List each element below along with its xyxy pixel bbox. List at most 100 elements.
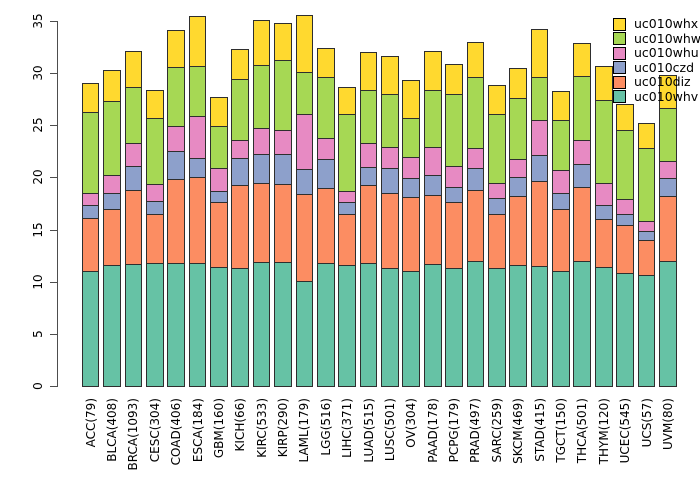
bar-segment-uc010whu: [467, 148, 484, 168]
bar-segment-uc010whv: [660, 261, 676, 386]
bar-segment-uc010czd: [296, 169, 313, 194]
bar-segment-uc010whu: [168, 126, 184, 151]
x-axis-label: COAD(406): [169, 398, 184, 466]
y-axis-tick-label: 0: [31, 382, 45, 390]
bar-segment-uc010diz: [467, 190, 484, 261]
bar-segment-uc010whv: [339, 265, 356, 386]
bar: [573, 43, 592, 387]
bar-segment-uc010whu: [531, 120, 548, 155]
bar-segment-uc010whv: [232, 268, 249, 386]
bar-segment-uc010whv: [595, 267, 612, 386]
bar-segment-uc010whu: [360, 143, 377, 167]
bar-segment-uc010whu: [125, 143, 142, 166]
bar-segment-uc010whv: [317, 263, 334, 386]
bar-segment-uc010whw: [382, 94, 398, 147]
x-axis-label: OV(304): [404, 398, 419, 448]
bar-segment-uc010whw: [617, 130, 633, 199]
bar-segment-uc010whx: [125, 52, 142, 87]
x-axis-label: SKCM(469): [511, 398, 526, 464]
bar-segment-uc010whu: [660, 161, 676, 178]
bar-segment-uc010diz: [403, 197, 420, 271]
bar-segment-uc010whu: [146, 184, 163, 201]
bar-segment-uc010whw: [553, 120, 569, 170]
x-axis-label: STAD(415): [532, 398, 547, 462]
bar: [210, 97, 228, 387]
x-axis-label: GBM(160): [211, 398, 226, 459]
bar-segment-uc010whw: [146, 118, 163, 184]
bar-segment-uc010whw: [168, 67, 184, 126]
y-axis-tick-label: 35: [31, 13, 45, 29]
bar-segment-uc010whu: [211, 168, 227, 191]
bar: [316, 48, 335, 387]
bar-segment-uc010whv: [189, 263, 206, 386]
bar: [659, 75, 677, 387]
bar-segment-uc010whv: [275, 262, 291, 386]
bar-segment-uc010whx: [211, 98, 227, 126]
bar: [167, 30, 185, 387]
legend-swatch: [613, 90, 626, 104]
x-axis-label: LUSC(501): [382, 398, 397, 462]
bar: [552, 91, 570, 387]
bar-segment-uc010whv: [467, 261, 484, 386]
bar-segment-uc010whw: [125, 87, 142, 143]
legend-item: uc010whu: [610, 45, 700, 61]
bar-segment-uc010diz: [531, 181, 548, 266]
x-axis-label: PCPG(179): [447, 398, 462, 463]
bar-segment-uc010whw: [317, 77, 334, 138]
legend-swatch: [613, 75, 626, 89]
bar-segment-uc010whx: [360, 53, 377, 90]
bar-segment-uc010whu: [488, 183, 505, 198]
y-axis-tick: [50, 386, 57, 387]
bar: [145, 90, 164, 387]
bar-segment-uc010whx: [339, 88, 356, 114]
bar-segment-uc010whu: [424, 147, 441, 175]
bar-segment-uc010czd: [189, 158, 206, 177]
bar-segment-uc010diz: [424, 195, 441, 264]
bar-segment-uc010diz: [189, 177, 206, 263]
bar-segment-uc010diz: [296, 194, 313, 281]
bar: [274, 23, 292, 387]
bar-segment-uc010whw: [424, 90, 441, 147]
x-axis-label: SARC(259): [489, 398, 504, 463]
x-axis-label: PAAD(178): [425, 398, 440, 463]
bar-segment-uc010whx: [488, 86, 505, 114]
bar-segment-uc010czd: [82, 205, 99, 218]
bar-segment-uc010diz: [82, 218, 99, 271]
bar: [103, 70, 121, 387]
bar-segment-uc010whu: [104, 175, 120, 193]
y-axis-tick: [50, 73, 57, 74]
bar-segment-uc010czd: [403, 178, 420, 197]
x-axis-label: BRCA(1093): [126, 398, 141, 471]
bar-segment-uc010czd: [424, 175, 441, 195]
bar-segment-uc010whx: [574, 44, 591, 76]
bar-segment-uc010whx: [510, 69, 527, 98]
bar-segment-uc010whw: [660, 108, 676, 161]
bar: [252, 20, 271, 387]
bar-segment-uc010diz: [275, 184, 291, 262]
bar-segment-uc010czd: [253, 154, 270, 183]
bar-segment-uc010whu: [446, 166, 462, 187]
bar-segment-uc010whv: [104, 265, 120, 386]
bar-segment-uc010czd: [125, 166, 142, 190]
x-axis-label: LGG(516): [318, 398, 333, 456]
legend-swatch: [613, 32, 626, 46]
bar-segment-uc010whw: [232, 79, 249, 140]
bar-segment-uc010whw: [189, 66, 206, 116]
legend-swatch: [613, 46, 626, 60]
bar-segment-uc010czd: [275, 154, 291, 184]
bar: [231, 49, 250, 387]
bar-segment-uc010whx: [146, 91, 163, 118]
bar: [124, 51, 143, 387]
bar-segment-uc010diz: [510, 196, 527, 265]
legend-label: uc010whw: [634, 30, 700, 46]
x-axis-label: LUAD(515): [361, 398, 376, 463]
y-axis-tick-label: 5: [31, 330, 45, 338]
bar-segment-uc010diz: [211, 202, 227, 267]
bar-segment-uc010whx: [403, 81, 420, 118]
bar-segment-uc010whw: [360, 90, 377, 143]
bar: [359, 52, 378, 387]
x-axis-label: TGCT(150): [554, 398, 568, 463]
bar-segment-uc010whv: [553, 271, 569, 386]
legend-item: uc010whx: [610, 16, 700, 32]
bar-segment-uc010czd: [617, 214, 633, 225]
